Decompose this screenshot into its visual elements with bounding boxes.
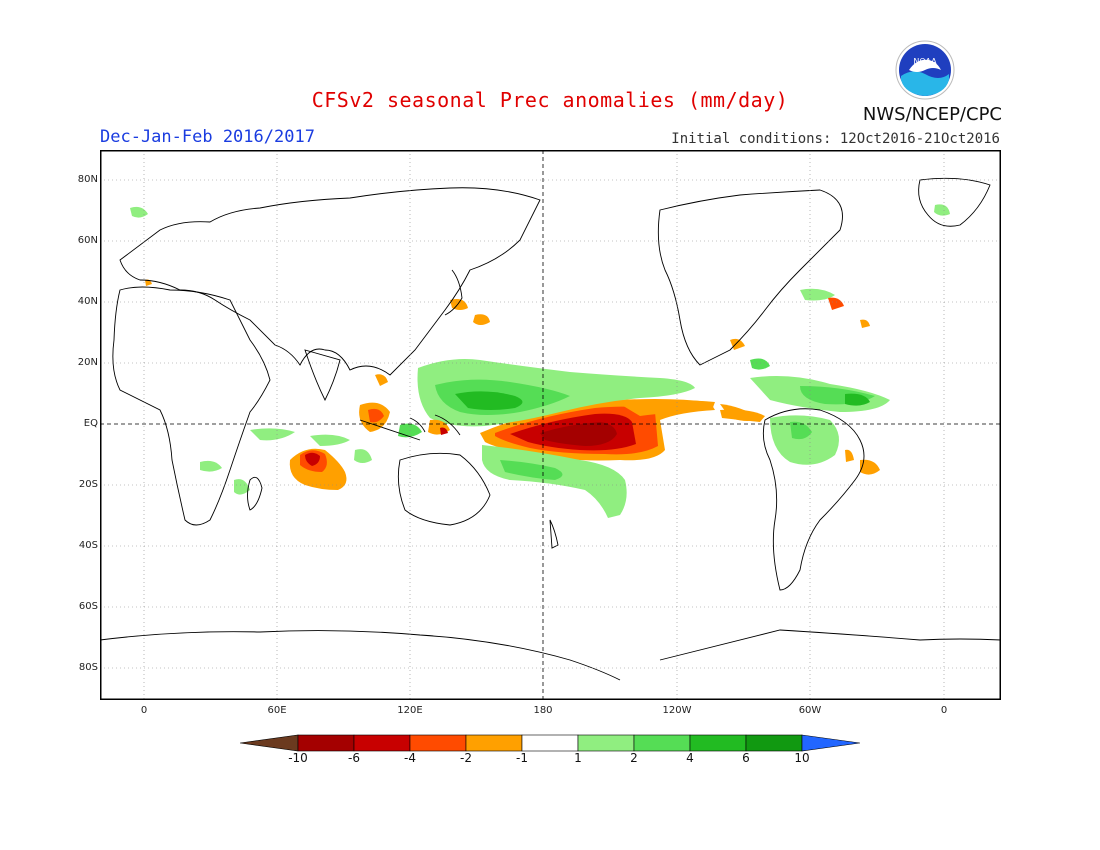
colorbar-high-arrow	[801, 734, 860, 752]
lat-label-60n: 60N	[77, 235, 98, 246]
colorbar-bin-1	[297, 734, 355, 752]
lon-label-120w: 120W	[662, 705, 692, 716]
lat-label-40n: 40N	[77, 296, 98, 307]
colorbar-bin-5	[521, 734, 579, 752]
colorbar-label: 6	[742, 751, 750, 765]
lon-label-60e: 60E	[267, 705, 287, 716]
colorbar-bin-3	[409, 734, 467, 752]
anomaly-amazon-wet	[770, 415, 839, 465]
chart-title: CFSv2 seasonal Prec anomalies (mm/day)	[311, 88, 789, 112]
logo-text: NOAA	[913, 57, 937, 66]
lon-label-0-right: 0	[940, 705, 948, 716]
lat-label-20n: 20N	[77, 357, 98, 368]
lat-label-80s: 80S	[78, 662, 98, 673]
colorbar-label: 2	[630, 751, 638, 765]
lon-label-60w: 60W	[798, 705, 822, 716]
lat-label-20s: 20S	[78, 479, 98, 490]
colorbar-label: 10	[794, 751, 810, 765]
initial-conditions-label: Initial conditions: 12Oct2016-21Oct2016	[671, 131, 1000, 147]
colorbar-label: -6	[348, 751, 360, 765]
season-label: Dec-Jan-Feb 2016/2017	[100, 127, 315, 147]
colorbar-bin-4	[465, 734, 523, 752]
noaa-logo-icon: NOAA	[895, 40, 955, 100]
colorbar-label: -1	[516, 751, 528, 765]
lat-label-40s: 40S	[78, 540, 98, 551]
lat-label-60s: 60S	[78, 601, 98, 612]
coastlines	[100, 177, 1001, 681]
colorbar-bin-7	[633, 734, 691, 752]
anomaly-east-pacific-strip	[620, 400, 715, 416]
colorbar-bin-6	[577, 734, 635, 752]
agency-label: NWS/NCEP/CPC	[862, 104, 1002, 125]
anomaly-fields	[130, 204, 950, 518]
colorbar-label: 1	[574, 751, 582, 765]
colorbar-bin-8	[689, 734, 747, 752]
colorbar-label: -10	[288, 751, 308, 765]
precip-anomaly-map	[100, 150, 1001, 700]
colorbar-label: -2	[460, 751, 472, 765]
colorbar	[240, 734, 860, 752]
colorbar-label: -4	[404, 751, 416, 765]
lat-label-80n: 80N	[77, 174, 98, 185]
lon-label-120e: 120E	[397, 705, 423, 716]
lat-label-eq: EQ	[83, 418, 98, 429]
lon-label-0: 0	[140, 705, 148, 716]
colorbar-label: 4	[686, 751, 694, 765]
lon-label-180: 180	[533, 705, 553, 716]
colorbar-bin-9	[745, 734, 803, 752]
colorbar-low-arrow	[240, 734, 299, 752]
colorbar-bin-2	[353, 734, 411, 752]
